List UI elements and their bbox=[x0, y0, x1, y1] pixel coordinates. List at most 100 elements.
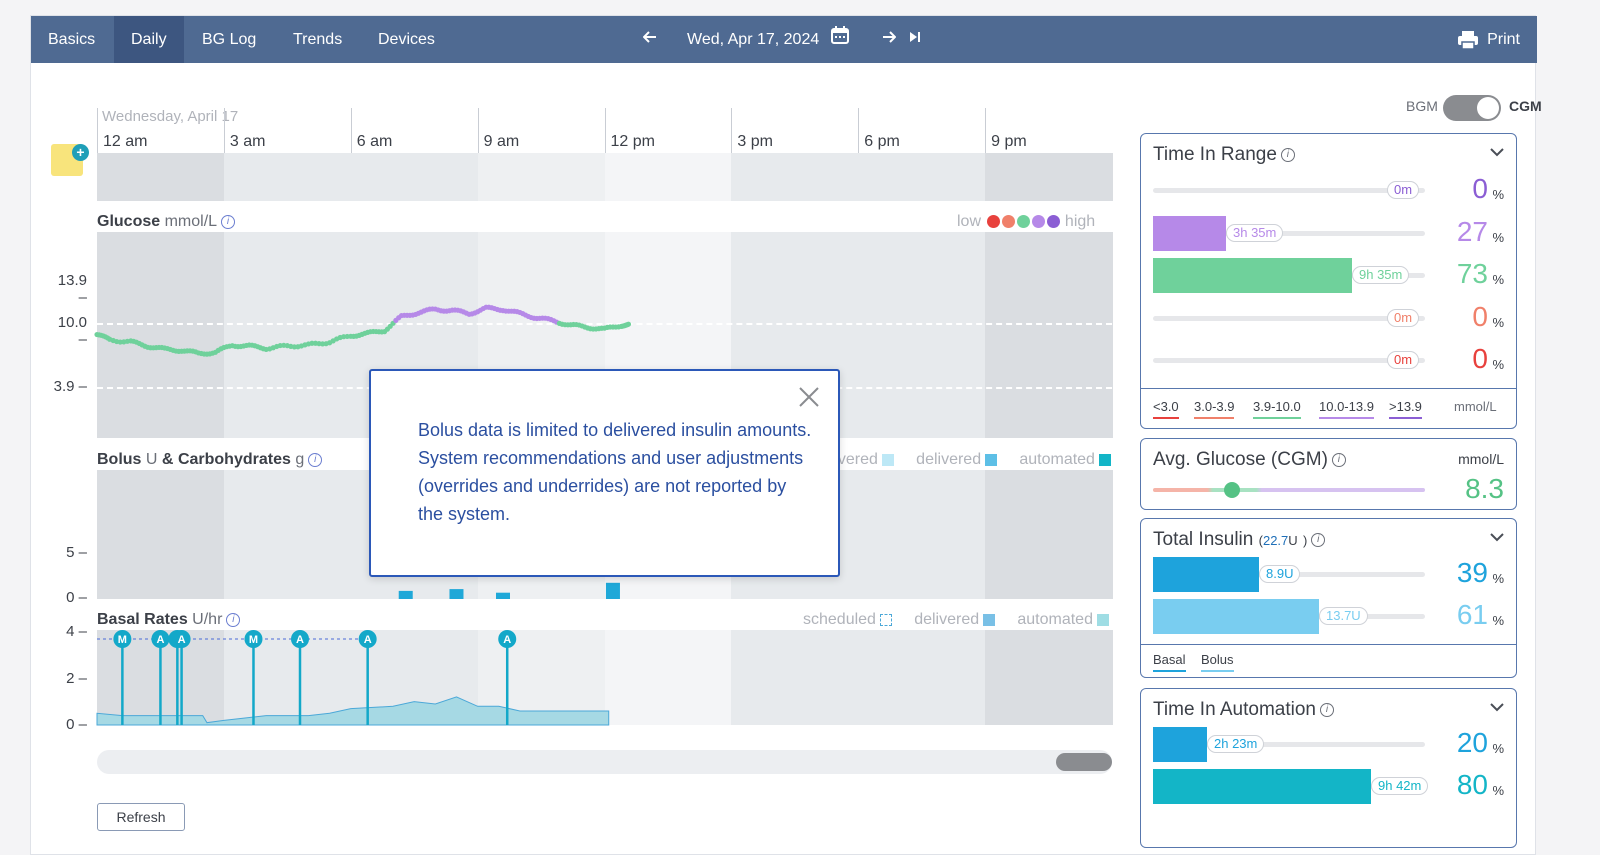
tab-devices[interactable]: Devices bbox=[378, 31, 435, 48]
range-very-low: <3.0 bbox=[1153, 399, 1179, 419]
chart-scrollbar[interactable] bbox=[97, 750, 1112, 774]
stat-percent: 20 bbox=[1456, 727, 1488, 758]
stat-duration-pill: 9h 35m bbox=[1352, 266, 1410, 284]
hour-gridline bbox=[223, 108, 225, 153]
bolus-bar[interactable] bbox=[605, 582, 620, 599]
automation-marker-label: A bbox=[503, 634, 511, 646]
range-high: 10.0-13.9 bbox=[1319, 399, 1374, 419]
stat-bar bbox=[1153, 769, 1371, 804]
glucose-legend: low high bbox=[957, 213, 1096, 230]
stat-percent: 39 bbox=[1456, 557, 1488, 588]
time-band bbox=[985, 630, 1113, 725]
glucose-reading bbox=[625, 321, 632, 327]
stat-duration-pill: 2h 23m bbox=[1207, 735, 1265, 753]
stat-duration-pill: 8.9U bbox=[1259, 565, 1301, 583]
hour-gridline bbox=[350, 108, 352, 153]
refresh-button[interactable]: Refresh bbox=[97, 803, 185, 831]
time-band bbox=[858, 470, 986, 599]
legend-dot-high bbox=[1032, 215, 1046, 229]
legend-bolus: Bolus bbox=[1201, 652, 1234, 672]
legend-dot-very-low bbox=[987, 215, 1001, 229]
hour-gridline bbox=[985, 108, 987, 153]
tab-basics[interactable]: Basics bbox=[48, 31, 96, 48]
add-note-icon[interactable]: + bbox=[51, 144, 89, 176]
range-very-high: >13.9 bbox=[1389, 399, 1422, 419]
automation-marker-label: A bbox=[296, 634, 304, 646]
chevron-down-icon[interactable] bbox=[1490, 529, 1504, 547]
avg-info-icon[interactable]: i bbox=[1331, 452, 1346, 467]
automation-marker-label: A bbox=[178, 634, 186, 646]
time-band bbox=[223, 630, 352, 725]
tab-bg-log[interactable]: BG Log bbox=[202, 31, 257, 48]
bolus-bar[interactable] bbox=[496, 592, 510, 599]
time-band bbox=[604, 153, 732, 201]
next-day-arrow-icon[interactable] bbox=[882, 16, 897, 63]
automation-info-icon[interactable]: i bbox=[1319, 702, 1334, 717]
hour-label: 9 am bbox=[483, 133, 520, 150]
time-band bbox=[97, 470, 225, 599]
basal-info-icon[interactable]: i bbox=[226, 612, 241, 627]
top-nav-bar: Basics Daily BG Log Trends Devices Wed, … bbox=[31, 16, 1537, 63]
time-in-range-panel: Time In Range i 0m 0% 3h 35m 27% 9h 35m 73% 0m 0… bbox=[1140, 133, 1517, 429]
most-recent-icon[interactable] bbox=[908, 16, 922, 63]
insulin-info-icon[interactable]: i bbox=[1311, 532, 1326, 547]
legend-dot-target bbox=[1017, 215, 1031, 229]
time-band bbox=[97, 153, 225, 201]
scrollbar-thumb[interactable] bbox=[1056, 753, 1112, 771]
automation-marker[interactable] bbox=[172, 630, 191, 648]
total-insulin-panel: Total Insulin (22.7U ) i 8.9U 39% 13.7U 61% … bbox=[1140, 518, 1517, 678]
app-window: Basics Daily BG Log Trends Devices Wed, … bbox=[30, 15, 1542, 855]
tir-info-icon[interactable]: i bbox=[1280, 147, 1295, 162]
time-band bbox=[223, 470, 352, 599]
stat-percent: 61 bbox=[1456, 599, 1488, 630]
avg-value: 8.3 bbox=[1465, 473, 1504, 504]
time-band bbox=[223, 232, 352, 438]
tir-title: Time In Range i bbox=[1153, 144, 1295, 166]
legend-basal: Basal bbox=[1153, 652, 1186, 672]
print-button[interactable]: Print bbox=[1457, 16, 1520, 63]
percent-sign: % bbox=[1492, 187, 1504, 202]
chevron-down-icon[interactable] bbox=[1490, 144, 1504, 162]
print-label: Print bbox=[1487, 31, 1520, 48]
bolus-info-icon[interactable]: i bbox=[308, 452, 323, 467]
stat-percent: 80 bbox=[1456, 769, 1488, 800]
stat-percent: 0 bbox=[1472, 343, 1488, 374]
hour-label: 3 am bbox=[229, 133, 266, 150]
avg-title: Avg. Glucose (CGM) i bbox=[1153, 449, 1346, 471]
basal-y-tick: 4 – bbox=[66, 623, 87, 640]
stat-percent: 73 bbox=[1456, 258, 1488, 289]
basal-delivered-area bbox=[96, 696, 610, 726]
automation-marker[interactable] bbox=[113, 630, 132, 648]
calendar-icon[interactable] bbox=[831, 16, 849, 63]
cgm-label: CGM bbox=[1509, 98, 1542, 114]
close-icon[interactable] bbox=[798, 385, 820, 413]
tab-trends[interactable]: Trends bbox=[293, 31, 343, 48]
range-unit: mmol/L bbox=[1454, 399, 1497, 414]
glucose-y-tick: 3.9 – bbox=[53, 378, 87, 395]
percent-sign: % bbox=[1492, 613, 1504, 628]
percent-sign: % bbox=[1492, 272, 1504, 287]
bgm-cgm-toggle[interactable] bbox=[1443, 95, 1501, 121]
prev-day-arrow-icon[interactable] bbox=[642, 16, 657, 63]
stat-duration-pill: 9h 42m bbox=[1371, 777, 1429, 795]
bolus-bar[interactable] bbox=[398, 590, 413, 599]
glucose-y-tick: 10.0 – bbox=[57, 314, 87, 348]
automation-marker[interactable] bbox=[358, 630, 377, 648]
basal-title: Basal Rates U/hr i bbox=[97, 611, 241, 629]
chevron-down-icon[interactable] bbox=[1490, 699, 1504, 717]
basal-y-tick: 2 – bbox=[66, 670, 87, 687]
tab-daily[interactable]: Daily bbox=[114, 16, 184, 63]
automation-marker[interactable] bbox=[498, 630, 517, 648]
automation-marker[interactable] bbox=[244, 630, 263, 648]
time-band bbox=[985, 232, 1113, 438]
glucose-info-icon[interactable]: i bbox=[221, 214, 236, 229]
day-label: Wednesday, April 17 bbox=[102, 108, 239, 125]
insulin-title: Total Insulin (22.7U ) i bbox=[1153, 529, 1326, 551]
automation-marker[interactable] bbox=[291, 630, 309, 648]
basal-legend: scheduled delivered automated bbox=[803, 611, 1109, 629]
automation-marker[interactable] bbox=[151, 630, 170, 648]
bolus-bar[interactable] bbox=[449, 589, 464, 599]
automation-marker-label: A bbox=[156, 634, 164, 646]
time-band bbox=[477, 153, 605, 201]
printer-icon bbox=[1458, 30, 1479, 50]
